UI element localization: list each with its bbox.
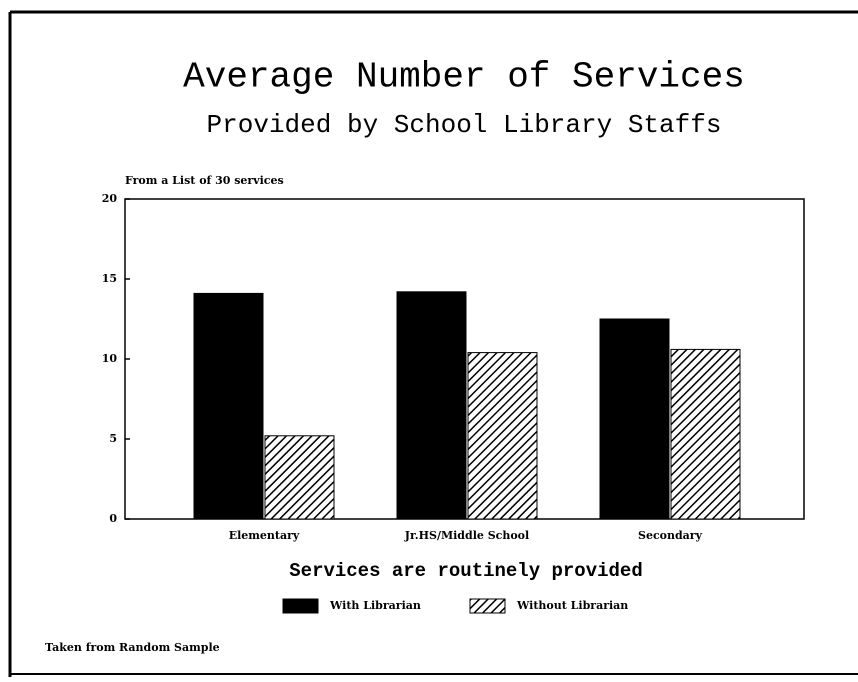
bar (599, 318, 670, 520)
chart-subtitle: Provided by School Library Staffs (207, 110, 722, 140)
x-axis-label: Services are routinely provided (289, 560, 642, 582)
x-tick-label: Secondary (638, 529, 703, 542)
bar (264, 435, 335, 520)
y-tick-label: 10 (102, 352, 118, 365)
y-tick-label: 20 (102, 192, 118, 205)
legend-swatch (469, 598, 506, 614)
chart-title: Average Number of Services (183, 57, 745, 98)
y-tick-label: 0 (109, 512, 117, 525)
bar (670, 348, 741, 520)
annotation: From a List of 30 services (125, 174, 284, 187)
legend-swatch (282, 598, 319, 614)
y-tick-label: 15 (102, 272, 117, 285)
footnote: Taken from Random Sample (45, 641, 220, 654)
x-tick-label: Jr.HS/Middle School (404, 529, 529, 542)
legend-label: With Librarian (329, 599, 421, 612)
x-tick-label: Elementary (229, 529, 300, 542)
legend-label: Without Librarian (516, 599, 628, 612)
bar (193, 292, 264, 520)
bar (467, 352, 538, 520)
y-tick-label: 5 (109, 432, 117, 445)
bar (396, 291, 467, 520)
